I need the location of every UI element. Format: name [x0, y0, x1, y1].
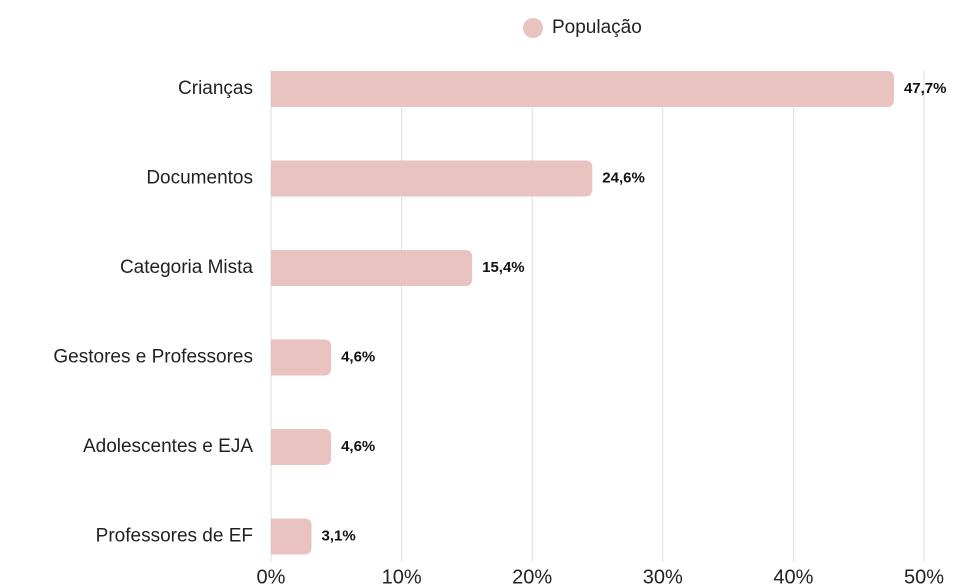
data-label: 4,6%: [341, 348, 375, 365]
bar: [271, 429, 332, 465]
y-tick-label: Professores de EF: [96, 526, 253, 547]
bar: [271, 250, 473, 286]
x-tick-label: 40%: [773, 566, 813, 588]
legend-label: População: [552, 17, 642, 38]
data-label: 3,1%: [321, 527, 355, 544]
bar: [271, 339, 332, 376]
x-tick-label: 0%: [257, 566, 286, 588]
y-tick-label: Adolescentes e EJA: [83, 436, 253, 457]
data-label: 24,6%: [602, 169, 645, 186]
y-tick-label: Categoria Mista: [120, 257, 253, 278]
x-tick-label: 20%: [512, 566, 552, 588]
y-tick-label: Crianças: [178, 78, 253, 99]
bar: [271, 160, 593, 197]
y-tick-label: Documentos: [146, 168, 253, 189]
x-tick-label: 10%: [382, 566, 422, 588]
data-label: 47,7%: [904, 80, 947, 97]
x-tick-label: 50%: [904, 566, 944, 588]
x-tick-label: 30%: [643, 566, 683, 588]
bar: [271, 518, 312, 555]
y-tick-label: Gestores e Professores: [53, 347, 253, 368]
bar: [271, 71, 894, 107]
data-label: 4,6%: [341, 438, 375, 455]
legend-swatch: [523, 18, 543, 38]
data-label: 15,4%: [482, 259, 525, 276]
